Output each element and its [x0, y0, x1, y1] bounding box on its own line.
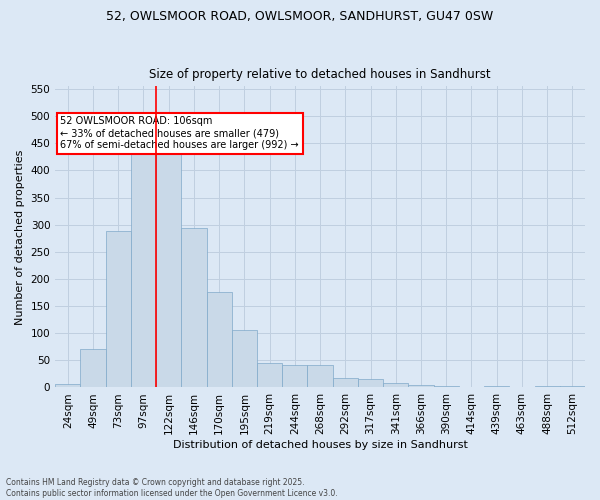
Title: Size of property relative to detached houses in Sandhurst: Size of property relative to detached ho…: [149, 68, 491, 81]
X-axis label: Distribution of detached houses by size in Sandhurst: Distribution of detached houses by size …: [173, 440, 467, 450]
Y-axis label: Number of detached properties: Number of detached properties: [15, 149, 25, 324]
Bar: [282, 364, 307, 388]
Bar: [106, 231, 131, 388]
Bar: [156, 154, 181, 388]
Bar: [332, 378, 358, 388]
Bar: [409, 384, 434, 388]
Bar: [307, 364, 332, 388]
Bar: [206, 292, 232, 388]
Bar: [131, 154, 156, 388]
Bar: [181, 228, 206, 388]
Bar: [535, 386, 560, 388]
Bar: [560, 386, 585, 388]
Bar: [55, 384, 80, 388]
Text: Contains HM Land Registry data © Crown copyright and database right 2025.
Contai: Contains HM Land Registry data © Crown c…: [6, 478, 338, 498]
Bar: [358, 380, 383, 388]
Bar: [80, 350, 106, 388]
Text: 52, OWLSMOOR ROAD, OWLSMOOR, SANDHURST, GU47 0SW: 52, OWLSMOOR ROAD, OWLSMOOR, SANDHURST, …: [106, 10, 494, 23]
Bar: [257, 363, 282, 388]
Text: 52 OWLSMOOR ROAD: 106sqm
← 33% of detached houses are smaller (479)
67% of semi-: 52 OWLSMOOR ROAD: 106sqm ← 33% of detach…: [61, 116, 299, 150]
Bar: [232, 330, 257, 388]
Bar: [434, 386, 459, 388]
Bar: [383, 383, 409, 388]
Bar: [484, 386, 509, 388]
